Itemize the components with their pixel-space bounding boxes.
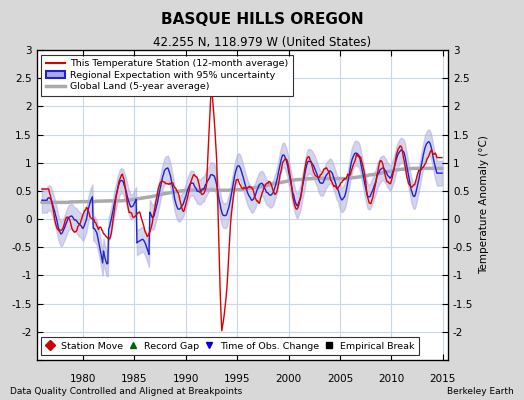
Text: Berkeley Earth: Berkeley Earth [447, 387, 514, 396]
Text: 1995: 1995 [224, 374, 250, 384]
Text: 2005: 2005 [327, 374, 353, 384]
Text: 1990: 1990 [172, 374, 199, 384]
Text: 2015: 2015 [430, 374, 456, 384]
Legend: Station Move, Record Gap, Time of Obs. Change, Empirical Break: Station Move, Record Gap, Time of Obs. C… [41, 337, 419, 355]
Y-axis label: Temperature Anomaly (°C): Temperature Anomaly (°C) [479, 136, 489, 274]
Text: 2000: 2000 [276, 374, 302, 384]
Text: BASQUE HILLS OREGON: BASQUE HILLS OREGON [161, 12, 363, 27]
Text: 2010: 2010 [378, 374, 405, 384]
Text: 42.255 N, 118.979 W (United States): 42.255 N, 118.979 W (United States) [153, 36, 371, 49]
Text: 1985: 1985 [121, 374, 148, 384]
Text: 1980: 1980 [70, 374, 96, 384]
Text: Data Quality Controlled and Aligned at Breakpoints: Data Quality Controlled and Aligned at B… [10, 387, 243, 396]
